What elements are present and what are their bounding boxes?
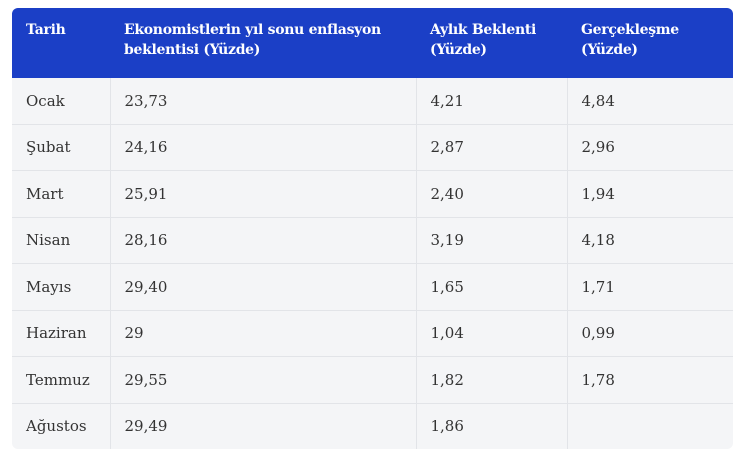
table-cell: Mayıs	[12, 263, 111, 311]
table-cell: 1,04	[415, 309, 568, 357]
table-cell: Şubat	[12, 123, 111, 171]
table-cell: 1,86	[415, 402, 568, 449]
table-cell: 28,16	[109, 216, 417, 264]
table-cell: 1,65	[415, 263, 568, 311]
inflation-table: Tarih Ekonomistlerin yıl sonu enflasyon b…	[12, 8, 733, 449]
table-cell: 1,94	[566, 170, 733, 218]
table-cell: Ocak	[12, 78, 111, 125]
table-cell: Haziran	[12, 309, 111, 357]
table-cell: 1,82	[415, 356, 568, 404]
table-row: Şubat 24,16 2,87 2,96	[12, 123, 733, 171]
header-cell: Ekonomistlerin yıl sonu enflasyon beklen…	[110, 8, 416, 78]
table-cell: 2,40	[415, 170, 568, 218]
table-cell: 0,99	[566, 309, 733, 357]
empty-cell	[566, 402, 733, 449]
table-cell: 2,87	[415, 123, 568, 171]
table-cell: 3,19	[415, 216, 568, 264]
table-cell: Temmuz	[12, 356, 111, 404]
table-cell: 29,49	[109, 402, 417, 449]
table-cell: Mart	[12, 170, 111, 218]
header-cell: Tarih	[12, 8, 110, 78]
table-cell: 1,78	[566, 356, 733, 404]
table-body: Ocak 23,73 4,21 4,84 Şubat 24,16 2,87 2,96 Mart 2…	[12, 78, 733, 449]
table-cell: 2,96	[566, 123, 733, 171]
table-cell: 24,16	[109, 123, 417, 171]
table-row: Ağustos 29,49 1,86	[12, 402, 733, 449]
table-row: Ocak 23,73 4,21 4,84	[12, 78, 733, 125]
table-row: Temmuz 29,55 1,82 1,78	[12, 356, 733, 404]
table-container: Tarih Ekonomistlerin yıl sonu enflasyon b…	[12, 8, 733, 449]
table-cell: 4,18	[566, 216, 733, 264]
header-cell: Aylık Beklenti (Yüzde)	[416, 8, 567, 78]
table-cell: Ağustos	[12, 402, 111, 449]
table-cell: 29,55	[109, 356, 417, 404]
table-cell: 23,73	[109, 78, 417, 125]
header-cell: Gerçekleşme (Yüzde)	[567, 8, 733, 78]
table-row: Mayıs 29,40 1,65 1,71	[12, 263, 733, 311]
table-cell: 4,84	[566, 78, 733, 125]
table-row: Nisan 28,16 3,19 4,18	[12, 216, 733, 264]
table-cell: 4,21	[415, 78, 568, 125]
table-cell: Nisan	[12, 216, 111, 264]
table-cell: 25,91	[109, 170, 417, 218]
table-row: Mart 25,91 2,40 1,94	[12, 170, 733, 218]
table-cell: 29	[109, 309, 417, 357]
table-row: Haziran 29 1,04 0,99	[12, 309, 733, 357]
table-cell: 1,71	[566, 263, 733, 311]
header-row: Tarih Ekonomistlerin yıl sonu enflasyon b…	[12, 8, 733, 78]
table-cell: 29,40	[109, 263, 417, 311]
